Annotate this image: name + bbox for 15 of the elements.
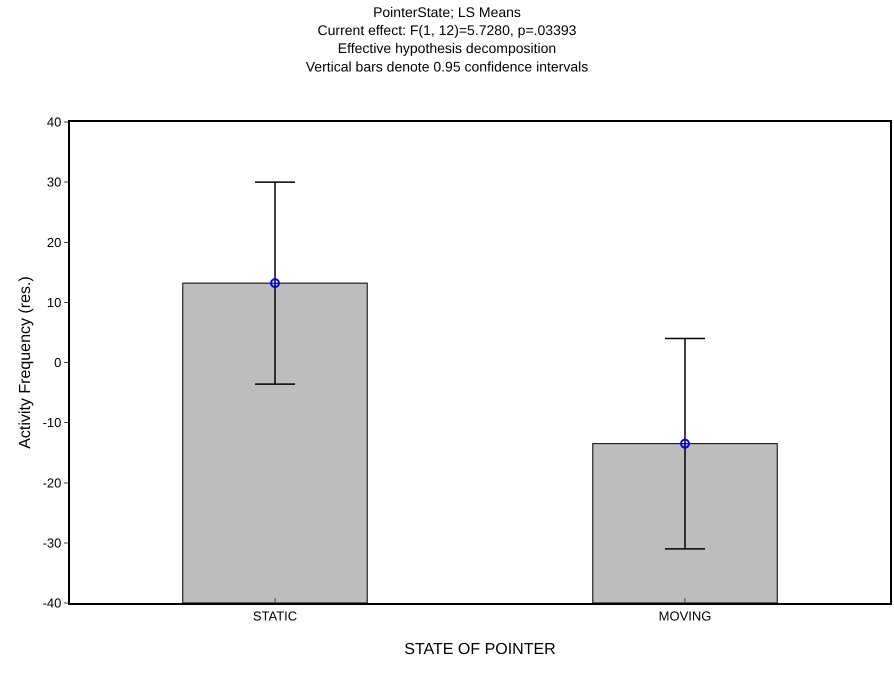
- x-tick-label: MOVING: [658, 608, 712, 624]
- x-tick-label: STATIC: [252, 608, 298, 624]
- y-tick-label: 40: [46, 114, 62, 130]
- y-tick-label: -10: [42, 415, 62, 430]
- y-tick-label: 0: [54, 355, 62, 370]
- y-tick-label: -20: [42, 475, 62, 490]
- y-tick-label: 30: [46, 174, 62, 190]
- y-tick-label: 20: [46, 234, 62, 250]
- y-tick-label: 10: [46, 294, 62, 310]
- y-tick-label: -40: [42, 596, 62, 611]
- y-axis-title: Activity Frequency (res.): [17, 276, 34, 449]
- y-tick-label: -30: [42, 535, 62, 550]
- chart-subtitle: Current effect: F(1, 12)=5.7280, p=.03393 Effective hypothesis decomposition Vertical bars denote 0.95 confidence intervals: [306, 22, 588, 74]
- chart-title: PointerState; LS Means: [373, 4, 521, 20]
- x-axis-title: STATE OF POINTER: [404, 640, 556, 658]
